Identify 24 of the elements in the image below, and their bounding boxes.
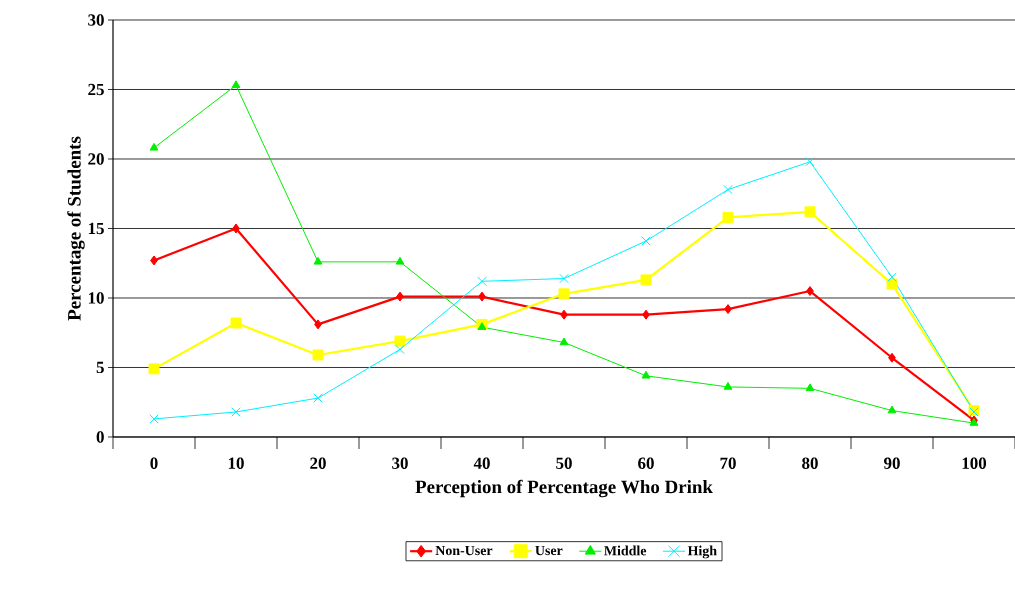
y-tick-label: 5	[96, 361, 104, 374]
x-tick-label: 30	[392, 457, 408, 469]
x-tick-label: 50	[556, 457, 572, 469]
x-tick-label: 10	[228, 457, 244, 469]
y-tick-label: 15	[88, 222, 104, 235]
legend-label: Non-User	[435, 545, 493, 556]
y-tick-label: 25	[88, 83, 104, 96]
legend-label: Middle	[604, 545, 647, 556]
legend-label: User	[535, 545, 563, 556]
y-tick-label: 10	[88, 292, 104, 304]
y-tick-label: 30	[88, 14, 104, 26]
x-tick-label: 0	[150, 457, 158, 469]
x-tick-label: 20	[310, 457, 326, 469]
x-tick-label: 80	[802, 457, 818, 469]
x-tick-label: 70	[720, 457, 736, 469]
x-tick-label: 100	[962, 457, 987, 469]
legend-label: High	[687, 545, 717, 559]
y-tick-label: 0	[96, 431, 104, 443]
x-tick-label: 40	[473, 457, 490, 469]
y-tick-label: 20	[88, 153, 104, 165]
x-tick-label: 90	[884, 457, 900, 469]
y-axis-title: Percentage of Students	[67, 136, 85, 321]
x-tick-label: 60	[638, 457, 654, 469]
x-axis-title: Perception of Percentage Who Drink	[415, 479, 713, 498]
